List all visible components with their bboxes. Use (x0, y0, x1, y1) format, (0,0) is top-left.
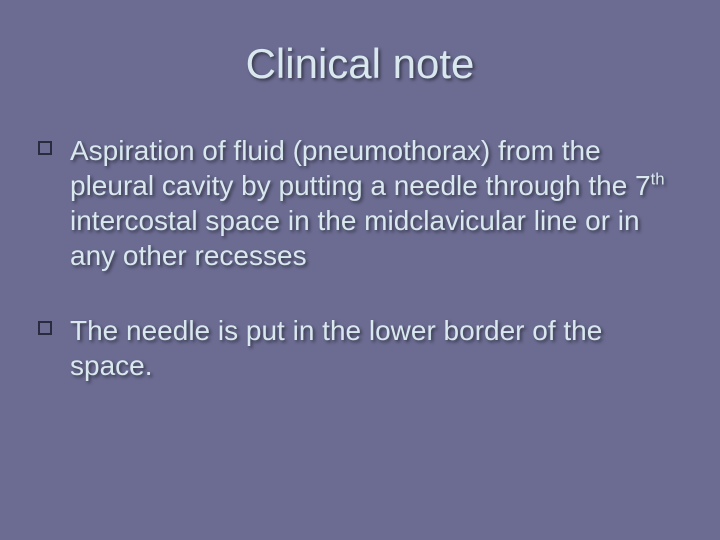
bullet-text-pre: Aspiration of fluid (pneumothorax) from … (70, 135, 651, 201)
bullet-text-sup: th (651, 170, 665, 189)
bullet-text-post: intercostal space in the midclavicular l… (70, 205, 640, 271)
square-bullet-icon (38, 141, 52, 155)
slide-title: Clinical note (30, 40, 690, 88)
bullet-text-pre: The needle is put in the lower border of… (70, 315, 602, 381)
square-bullet-icon (38, 321, 52, 335)
bullet-item: Aspiration of fluid (pneumothorax) from … (70, 133, 670, 273)
bullet-item: The needle is put in the lower border of… (70, 313, 670, 383)
bullet-list: Aspiration of fluid (pneumothorax) from … (30, 133, 690, 383)
